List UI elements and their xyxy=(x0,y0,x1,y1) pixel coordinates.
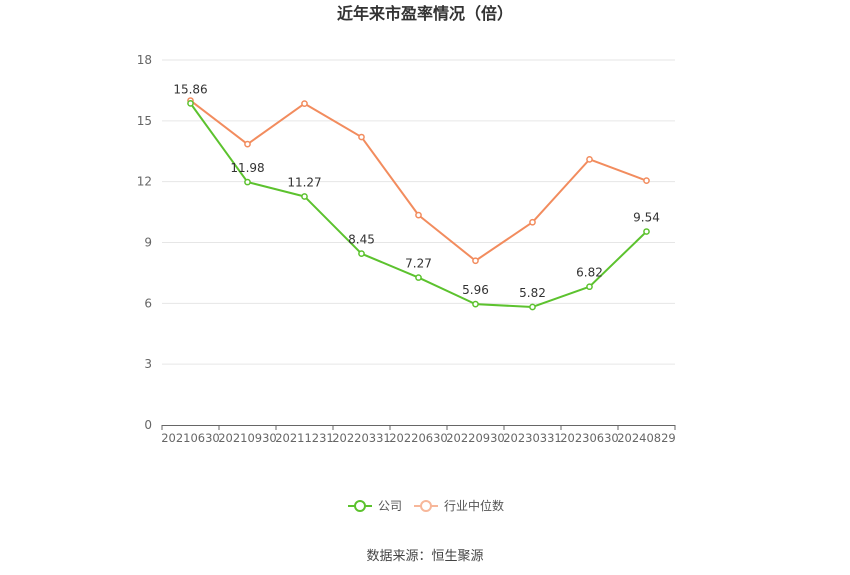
industry-median-point[interactable] xyxy=(529,218,536,226)
legend-label: 行业中位数 xyxy=(444,498,504,513)
data-label: 11.98 xyxy=(230,161,264,175)
data-label: 5.82 xyxy=(519,286,546,300)
data-labels: 15.86 11.98 11.27 8.45 7.27 5.96 5.82 6.82 9.54 xyxy=(173,82,660,300)
legend-company[interactable]: 公司 xyxy=(348,499,402,513)
y-tick-label: 15 xyxy=(137,114,152,128)
chart-title: 近年来市盈率情况（倍） xyxy=(337,4,513,23)
company-point[interactable] xyxy=(358,250,365,258)
series-lines xyxy=(187,97,650,311)
legend-swatch-marker xyxy=(354,500,366,512)
legend-industry-median[interactable]: 行业中位数 xyxy=(414,498,504,513)
company-point[interactable] xyxy=(415,274,422,281)
industry-median-point[interactable] xyxy=(472,257,479,265)
x-tick-label: 20230630 xyxy=(560,431,619,445)
industry-median-point[interactable] xyxy=(415,211,422,219)
data-label: 11.27 xyxy=(287,175,321,189)
company-point[interactable] xyxy=(529,303,536,311)
data-label: 6.82 xyxy=(576,266,603,280)
x-tick-label: 20220331 xyxy=(332,431,391,445)
source-note: 数据来源：恒生聚源 xyxy=(366,549,483,564)
data-label: 8.45 xyxy=(348,233,375,247)
y-tick-label: 6 xyxy=(144,296,152,310)
data-label: 7.27 xyxy=(405,257,432,271)
company-point[interactable] xyxy=(472,300,479,308)
industry-median-point[interactable] xyxy=(586,156,593,163)
y-tick-label: 0 xyxy=(144,418,152,432)
y-tick-label: 3 xyxy=(144,357,152,371)
legend-swatch-marker xyxy=(420,500,432,512)
x-tick-label: 20240829 xyxy=(617,431,676,445)
x-tick-label: 20211231 xyxy=(275,431,334,445)
industry-median-series-line xyxy=(189,99,647,262)
company-point[interactable] xyxy=(301,193,308,200)
legend-label: 公司 xyxy=(378,499,402,513)
y-tick-label: 18 xyxy=(137,53,152,67)
industry-median-point[interactable] xyxy=(358,133,365,141)
x-tick-label: 20220930 xyxy=(446,431,505,445)
y-tick-label: 12 xyxy=(137,175,152,189)
industry-median-point[interactable] xyxy=(301,100,308,107)
company-point[interactable] xyxy=(244,178,251,186)
y-tick-label: 9 xyxy=(144,236,152,250)
x-tick-label: 20230331 xyxy=(503,431,562,445)
x-tick-label: 20210930 xyxy=(218,431,277,445)
data-label: 9.54 xyxy=(633,211,660,225)
company-point[interactable] xyxy=(187,100,194,107)
axes: 0 3 6 9 12 15 18 202106302021093020211231202203… xyxy=(137,53,676,445)
company-point[interactable] xyxy=(586,283,593,291)
x-tick-label: 20210630 xyxy=(161,431,220,445)
industry-median-point[interactable] xyxy=(244,140,251,148)
data-label: 5.96 xyxy=(462,283,489,297)
legend[interactable]: 公司 行业中位数 xyxy=(348,498,504,513)
data-label: 15.86 xyxy=(173,82,207,96)
x-tick-label: 20220630 xyxy=(389,431,448,445)
industry-median-point[interactable] xyxy=(643,177,650,185)
company-point[interactable] xyxy=(643,228,650,235)
